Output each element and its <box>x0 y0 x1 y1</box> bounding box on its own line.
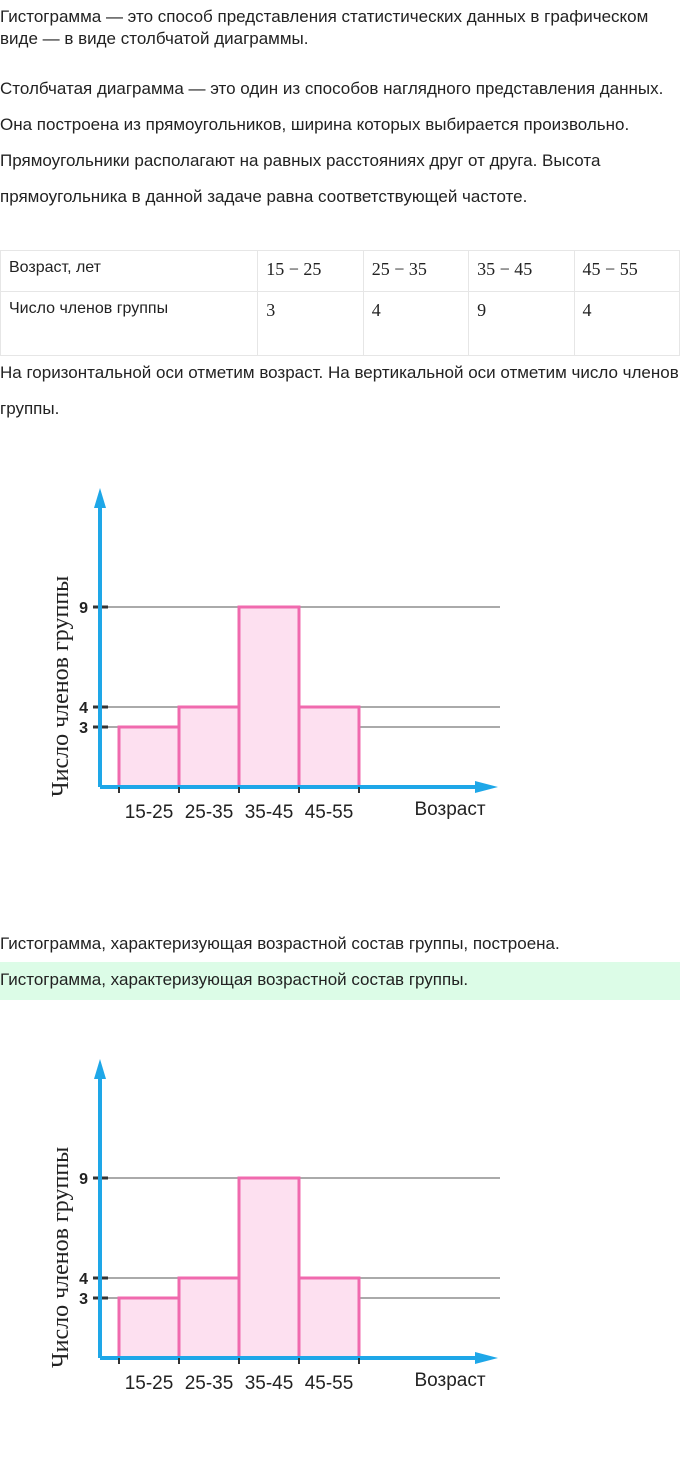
histogram-chart: 3 4 9 15-25 25-35 35-45 45-55 Возраст Число член… <box>48 488 500 823</box>
table-cell: 4 <box>573 291 680 356</box>
row-header: Число членов группы <box>0 291 259 356</box>
x-tick-label: 25-35 <box>185 802 234 823</box>
y-tick-label: 9 <box>79 1171 88 1188</box>
x-axis-arrow-icon <box>475 1352 498 1364</box>
x-tick-label: 45-55 <box>305 1373 354 1394</box>
x-axis-label: Возраст <box>414 799 485 820</box>
y-tick-label: 4 <box>79 700 88 717</box>
answer-text: Гистограмма, характеризующая возрастной … <box>0 970 469 989</box>
bar-25-35 <box>177 705 241 789</box>
table-cell: 15 − 25 <box>257 250 364 292</box>
y-tick-label: 3 <box>79 720 88 737</box>
x-tick-label: 25-35 <box>185 1373 234 1394</box>
table-cell: 25 − 35 <box>362 250 470 292</box>
table-cell: 3 <box>257 291 364 356</box>
data-table: Возраст, лет 15 − 25 25 − 35 35 − 45 45 … <box>0 250 680 356</box>
x-axis-arrow-icon <box>475 781 498 793</box>
y-tick-label: 9 <box>79 600 88 617</box>
table-row: Число членов группы 3 4 9 4 <box>0 291 680 356</box>
x-tick-label: 15-25 <box>125 1373 174 1394</box>
bar-25-35 <box>177 1276 241 1360</box>
explanation-paragraph: Столбчатая диаграмма — это один из спосо… <box>0 79 664 206</box>
table-row: Возраст, лет 15 − 25 25 − 35 35 − 45 45 … <box>0 250 680 292</box>
intro-paragraph: Гистограмма — это способ представления с… <box>0 7 649 48</box>
table-cell: 35 − 45 <box>468 250 575 292</box>
histogram-chart-answer: 3 4 9 15-25 25-35 35-45 45-55 Возраст Число член… <box>48 1059 500 1394</box>
bar-15-25 <box>117 725 181 789</box>
row-header: Возраст, лет <box>0 250 259 292</box>
bar-15-25 <box>117 1296 181 1360</box>
bar-35-45 <box>237 1176 301 1360</box>
x-tick-label: 35-45 <box>245 1373 294 1394</box>
table-cell: 45 − 55 <box>573 250 680 292</box>
y-axis-label: Число членов группы <box>48 576 74 797</box>
y-axis-arrow-icon <box>94 1059 106 1079</box>
y-tick-label: 4 <box>79 1271 88 1288</box>
x-tick-label: 45-55 <box>305 802 354 823</box>
bar-45-55 <box>297 1276 361 1360</box>
y-axis-arrow-icon <box>94 488 106 508</box>
x-tick-label: 15-25 <box>125 802 174 823</box>
x-tick-label: 35-45 <box>245 802 294 823</box>
answer-box: Гистограмма, характеризующая возрастной … <box>0 962 680 1000</box>
axes-paragraph: На горизонтальной оси отметим возраст. Н… <box>0 363 679 418</box>
conclusion-paragraph: Гистограмма, характеризующая возрастной … <box>0 934 560 953</box>
x-axis-label: Возраст <box>414 1370 485 1391</box>
y-tick-label: 3 <box>79 1291 88 1308</box>
bar-35-45 <box>237 605 301 789</box>
y-axis-label: Число членов группы <box>48 1147 74 1368</box>
table-cell: 4 <box>362 291 470 356</box>
bar-45-55 <box>297 705 361 789</box>
table-cell: 9 <box>468 291 575 356</box>
